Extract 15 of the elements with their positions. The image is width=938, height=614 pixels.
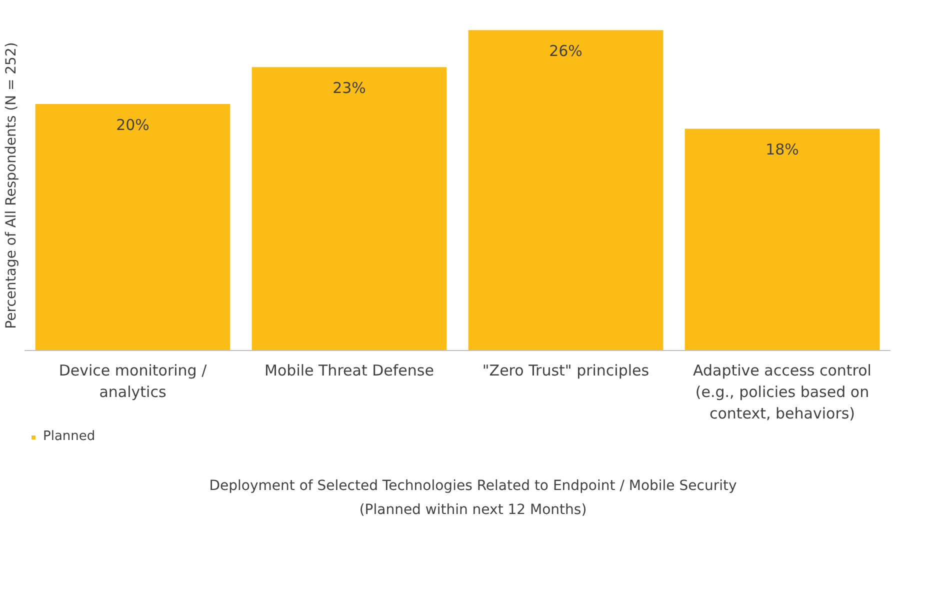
legend-label: Planned — [43, 429, 96, 444]
data-label: 20% — [116, 116, 150, 134]
data-label: 18% — [766, 140, 799, 159]
x-tick-label: Mobile Threat Defense — [264, 362, 434, 380]
bar — [684, 128, 880, 350]
x-axis-title: Deployment of Selected Technologies Related to Endpoint / Mobile Security (Planned within next 12 Months) — [209, 478, 737, 518]
bar — [468, 30, 664, 350]
bar — [35, 104, 230, 350]
bar — [252, 67, 447, 350]
x-tick-label: "Zero Trust" principles — [482, 362, 650, 380]
x-tick-label: Adaptive access control (e.g., policies based on context, behaviors) — [693, 362, 872, 423]
x-tick-label: Device monitoring / analytics — [58, 362, 208, 402]
data-label: 26% — [549, 42, 582, 60]
y-axis-title: Percentage of All Respondents (N = 252) — [4, 42, 20, 329]
data-label: 23% — [332, 79, 366, 98]
